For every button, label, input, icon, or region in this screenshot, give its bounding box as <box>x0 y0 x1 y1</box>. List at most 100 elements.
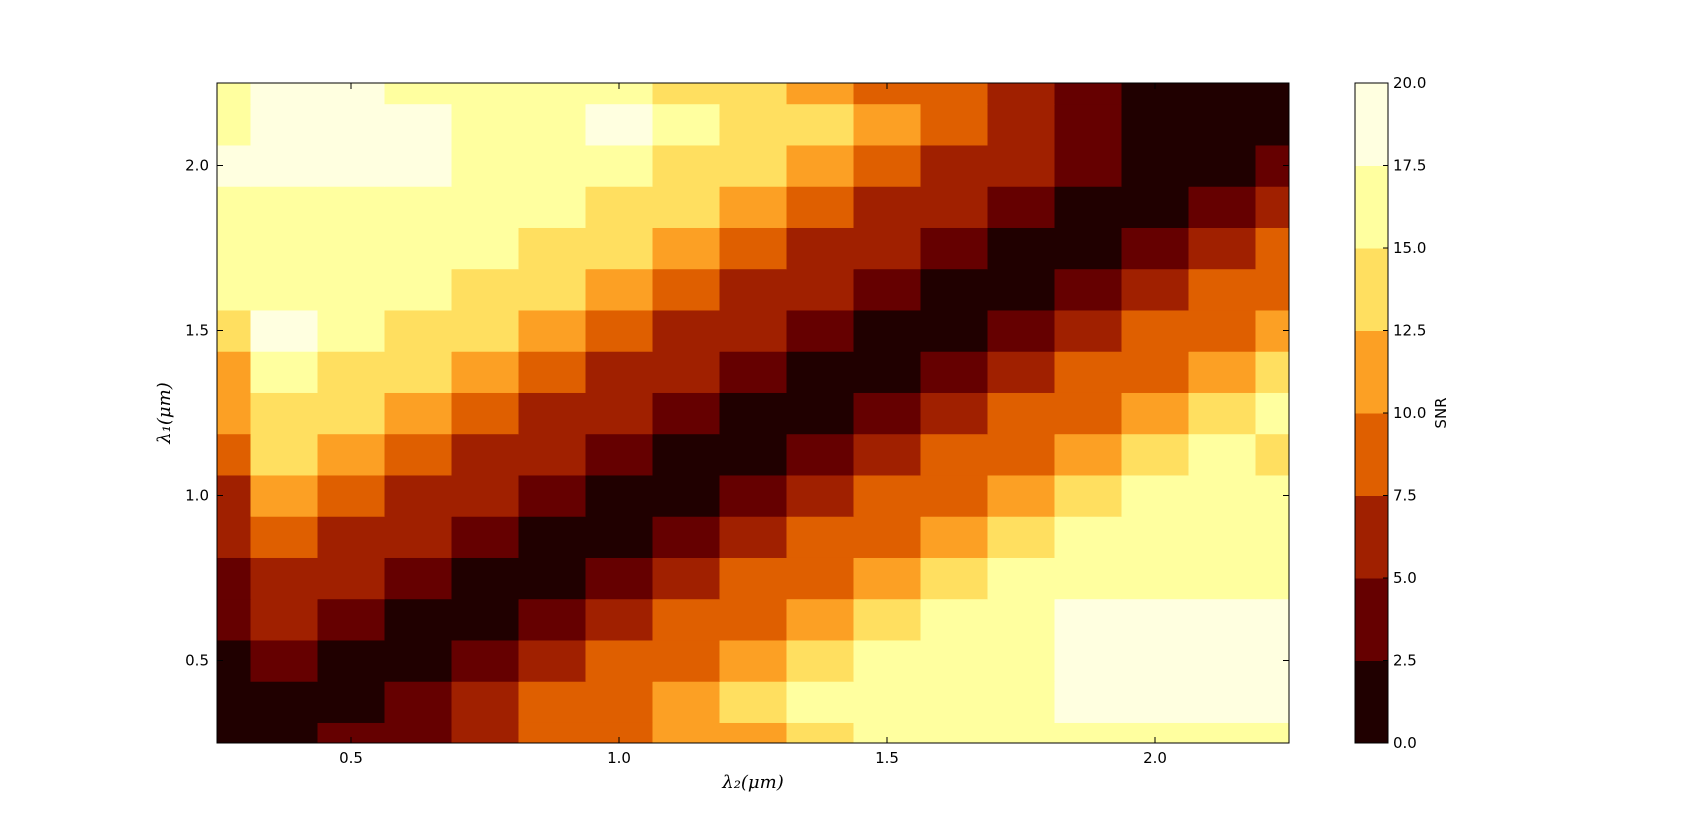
contour-cell <box>518 681 587 723</box>
contour-cell <box>719 309 788 352</box>
contour-cell <box>317 722 386 743</box>
contour-cell <box>1255 433 1289 476</box>
contour-cell <box>1054 557 1123 600</box>
contour-cell <box>317 186 386 228</box>
contour-cell <box>217 227 252 270</box>
contour-cell <box>786 144 855 187</box>
contour-cell <box>451 557 520 600</box>
contour-cell <box>719 186 788 228</box>
contour-cell <box>1255 268 1289 311</box>
contour-cell <box>384 83 453 105</box>
contour-cell <box>1188 474 1257 517</box>
contour-cell <box>451 598 520 641</box>
axes-frame <box>216 82 1290 744</box>
contour-cell <box>217 103 252 146</box>
contour-cell <box>987 722 1056 743</box>
contour-cell <box>853 186 922 228</box>
contour-cell <box>518 186 587 228</box>
contour-cell <box>317 598 386 641</box>
contour-cell <box>719 83 788 105</box>
contour-cell <box>585 681 654 723</box>
colorbar-band <box>1355 83 1388 166</box>
contour-cell <box>1121 83 1190 105</box>
contour-cell <box>585 557 654 600</box>
contour-cell <box>786 516 855 558</box>
contour-cell <box>1255 557 1289 600</box>
contour-cell <box>384 722 453 743</box>
contour-cell <box>1188 144 1257 187</box>
contour-cell <box>1255 351 1289 393</box>
contour-cell <box>451 722 520 743</box>
contour-cell <box>585 227 654 270</box>
contour-cell <box>920 681 989 723</box>
contour-cell <box>1188 681 1257 723</box>
contour-cell <box>384 309 453 352</box>
contour-cell <box>987 227 1056 270</box>
contour-cell <box>920 433 989 476</box>
contour-cell <box>853 639 922 682</box>
contour-cell <box>317 268 386 311</box>
contour-cell <box>250 557 319 600</box>
contour-cell <box>384 186 453 228</box>
contour-cell <box>518 474 587 517</box>
contour-cell <box>920 351 989 393</box>
contour-cell <box>853 83 922 105</box>
contour-cell <box>317 639 386 682</box>
contour-cell <box>1255 83 1289 105</box>
contour-cell <box>853 557 922 600</box>
contour-cell <box>451 144 520 187</box>
contour-cell <box>920 144 989 187</box>
contour-cell <box>987 516 1056 558</box>
colorbar-tick-label: 20.0 <box>1393 74 1426 92</box>
colorbar-band <box>1355 578 1388 661</box>
contour-cell <box>451 392 520 435</box>
contour-cell <box>652 83 721 105</box>
contour-cell <box>384 351 453 393</box>
contour-cell <box>652 186 721 228</box>
contour-cell <box>987 186 1056 228</box>
contour-cell <box>317 144 386 187</box>
contour-cell <box>1054 681 1123 723</box>
contour-cell <box>518 639 587 682</box>
contour-cell <box>1188 598 1257 641</box>
contour-cell <box>1255 722 1289 743</box>
y-tick-label: 2.0 <box>185 157 209 175</box>
contour-cell <box>451 474 520 517</box>
contour-cell <box>217 186 252 228</box>
contour-cell <box>451 268 520 311</box>
contour-cell <box>518 268 587 311</box>
contour-cell <box>987 144 1056 187</box>
contour-cell <box>217 516 252 558</box>
contour-cell <box>1188 392 1257 435</box>
contour-cell <box>786 433 855 476</box>
contour-cell <box>719 392 788 435</box>
contour-cell <box>451 681 520 723</box>
contour-cell <box>1054 144 1123 187</box>
contour-cell <box>786 186 855 228</box>
contour-cell <box>652 392 721 435</box>
contour-cell <box>518 103 587 146</box>
contour-cell <box>719 557 788 600</box>
contour-cell <box>853 103 922 146</box>
contour-cell <box>1054 722 1123 743</box>
contour-cell <box>719 598 788 641</box>
contour-cell <box>987 103 1056 146</box>
contour-cell <box>1121 186 1190 228</box>
contour-cell <box>786 351 855 393</box>
contour-cell <box>920 474 989 517</box>
contour-cell <box>652 268 721 311</box>
contour-cell <box>1054 103 1123 146</box>
contour-cell <box>1121 474 1190 517</box>
contour-cell <box>920 103 989 146</box>
contour-cell <box>853 433 922 476</box>
contour-cell <box>585 433 654 476</box>
contour-cell <box>1188 309 1257 352</box>
colorbar-band <box>1355 413 1388 496</box>
x-tick-label: 1.5 <box>875 749 899 767</box>
contour-cell <box>585 722 654 743</box>
colorbar-tick-label: 7.5 <box>1393 487 1417 505</box>
contour-cell <box>652 516 721 558</box>
contour-area <box>217 83 1289 743</box>
contour-cell <box>1255 516 1289 558</box>
